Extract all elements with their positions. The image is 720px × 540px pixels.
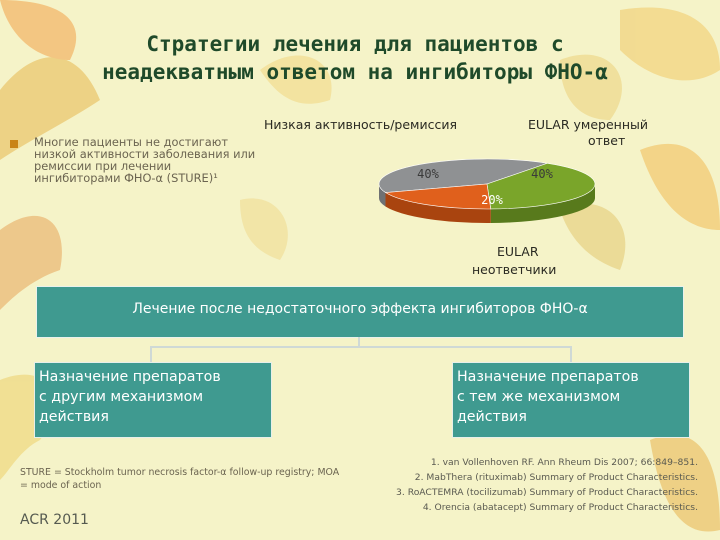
- pie-slice-side-1: [379, 184, 386, 207]
- title-line-2: неадекватным ответом на ингибиторы ФНО-α: [102, 60, 608, 84]
- abbreviations-note: STURE = Stockholm tumor necrosis factor-…: [20, 467, 340, 491]
- references: 1. van Vollenhoven RF. Ann Rheum Dis 200…: [328, 455, 698, 515]
- bullet-marker: [10, 140, 18, 148]
- pie-slice-side-2: [490, 184, 595, 223]
- pie-slice-2: [486, 162, 596, 210]
- reference-item: 3. RoACTEMRA (tocilizumab) Summary of Pr…: [396, 487, 698, 498]
- pie-slice-3: [384, 183, 492, 210]
- label-moderate-line2: ответ: [588, 133, 626, 148]
- label-low-activity: Низкая активность/ремиссия: [264, 117, 457, 132]
- label-nonresponder-line2: неответчики: [472, 262, 557, 277]
- other-moa-text: Назначение препаратов с другим механизмом…: [39, 369, 221, 425]
- other-moa-box: Назначение препаратов с другим механизмом…: [34, 362, 272, 438]
- same-moa-text: Назначение препаратов с тем же механизмом…: [457, 369, 639, 425]
- connector-horizontal: [150, 346, 572, 348]
- label-nonresponder-line1: EULAR: [497, 244, 539, 259]
- pie-slice-1: [378, 158, 548, 193]
- connector-vertical-main: [358, 337, 360, 348]
- same-moa-box: Назначение препаратов с тем же механизмом…: [452, 362, 690, 438]
- treatment-header-text: Лечение после недостаточного эффекта инг…: [132, 301, 588, 317]
- connector-right-drop: [570, 346, 572, 362]
- reference-item: 4. Orencia (abatacept) Summary of Produc…: [422, 502, 698, 513]
- treatment-header-box: Лечение после недостаточного эффекта инг…: [36, 286, 684, 338]
- conference-label: ACR 2011: [20, 512, 89, 528]
- pie-data-label-1: 40%: [417, 167, 439, 181]
- reference-item: 1. van Vollenhoven RF. Ann Rheum Dis 200…: [430, 457, 698, 468]
- bullet-point: Многие пациенты не достигают низкой акти…: [10, 136, 260, 184]
- pie-data-label-2: 40%: [531, 167, 553, 181]
- title-line-1: Стратегии лечения для пациентов с: [146, 32, 564, 56]
- pie-slice-side-3: [385, 192, 491, 223]
- connector-left-drop: [150, 346, 152, 362]
- pie-data-label-3: 20%: [481, 193, 503, 207]
- bullet-text: Многие пациенты не достигают низкой акти…: [34, 135, 256, 185]
- reference-item: 2. MabThera (rituximab) Summary of Produ…: [414, 472, 698, 483]
- page-title: Стратегии лечения для пациентов с неадек…: [30, 30, 680, 86]
- label-moderate-line1: EULAR умеренный: [528, 117, 648, 132]
- pie-chart: 40% 40% 20%: [378, 158, 596, 223]
